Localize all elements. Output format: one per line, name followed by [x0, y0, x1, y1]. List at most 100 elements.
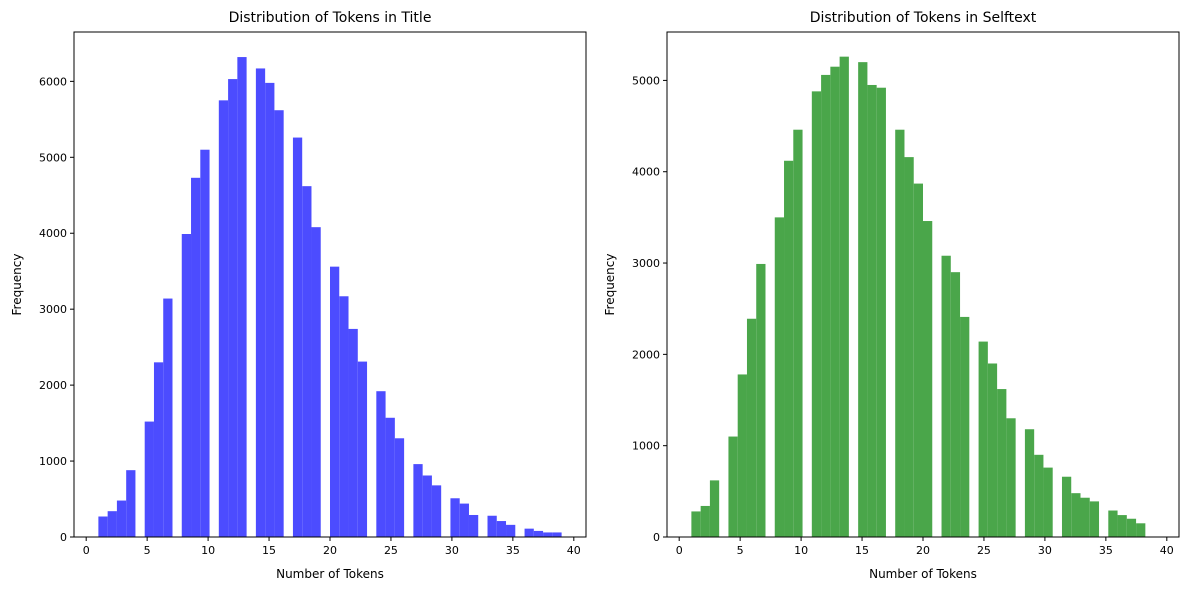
bars	[691, 56, 1146, 538]
histogram-bar	[960, 316, 970, 537]
x-tick-label: 30	[1038, 544, 1052, 557]
histogram-bar	[348, 328, 358, 537]
histogram-bar	[116, 500, 127, 537]
histogram-bar	[376, 391, 386, 537]
histogram-bar	[218, 100, 229, 537]
x-tick-label: 15	[262, 544, 276, 557]
histogram-bar	[487, 515, 497, 537]
y-tick-label: 1000	[632, 440, 660, 453]
histogram-bar	[265, 82, 275, 537]
histogram-bar	[774, 217, 785, 537]
x-tick-label: 0	[83, 544, 90, 557]
x-tick-label: 10	[201, 544, 215, 557]
histogram-bar	[904, 157, 914, 538]
y-axis-label: Frequency	[603, 254, 617, 316]
histogram-bar	[1071, 493, 1081, 537]
y-tick-label: 3000	[39, 303, 67, 316]
x-tick-label: 10	[794, 544, 808, 557]
histogram-bar	[1006, 418, 1016, 537]
histogram-bar	[496, 521, 507, 537]
y-tick-label: 3000	[632, 257, 660, 270]
histogram-bar	[1136, 523, 1146, 537]
title-histogram-panel: Distribution of Tokens in Title Number o…	[10, 10, 587, 581]
histogram-bar	[1117, 515, 1127, 537]
histogram-bar	[784, 160, 794, 537]
x-tick-label: 20	[323, 544, 337, 557]
histogram-bar	[821, 74, 831, 538]
histogram-bar	[191, 177, 201, 538]
histogram-bar	[330, 266, 340, 537]
x-axis-label: Number of Tokens	[276, 567, 384, 581]
histogram-bar	[941, 255, 951, 538]
histogram-bar	[163, 298, 173, 537]
bars	[98, 57, 562, 538]
x-tick-label: 35	[506, 544, 520, 557]
histogram-bar	[876, 87, 886, 538]
histogram-bar	[237, 57, 247, 538]
histogram-bar	[524, 528, 534, 537]
histogram-bar	[292, 137, 303, 537]
histogram-bar	[923, 221, 933, 537]
histogram-bar	[311, 227, 321, 538]
histogram-bar	[839, 56, 849, 537]
selftext-histogram-panel: Distribution of Tokens in Selftext Numbe…	[603, 10, 1180, 581]
histogram-bar	[830, 66, 840, 537]
x-tick-label: 40	[567, 544, 581, 557]
histogram-bar	[533, 530, 544, 537]
ticks: 0 5 10 15 20 25 30 35 40 0 1000 2000 3000 4000 5000 600…	[39, 75, 581, 557]
histogram-bar	[200, 149, 210, 537]
histogram-bar	[302, 186, 312, 537]
histogram-bar	[1089, 501, 1100, 537]
histogram-bar	[357, 361, 368, 537]
histogram-bar	[181, 234, 192, 537]
histogram-bar	[1080, 497, 1090, 537]
y-tick-label: 5000	[632, 74, 660, 87]
y-tick-label: 4000	[632, 166, 660, 179]
histogram-bar	[987, 363, 998, 537]
histogram-bar	[737, 374, 747, 537]
plot-frame	[73, 31, 587, 538]
histogram-bar	[385, 417, 395, 537]
y-tick-label: 6000	[39, 75, 67, 88]
histogram-bar	[997, 389, 1007, 537]
histogram-bar	[950, 272, 961, 537]
x-tick-label: 40	[1160, 544, 1174, 557]
histogram-bar	[858, 62, 868, 537]
histogram-bar	[339, 296, 349, 537]
histogram-bar	[255, 68, 266, 537]
histogram-bar	[913, 183, 923, 537]
histogram-bar	[394, 438, 405, 537]
histogram-bar	[746, 318, 757, 537]
x-tick-label: 30	[445, 544, 459, 557]
histogram-bar	[431, 485, 442, 537]
histogram-bar	[811, 91, 822, 538]
histogram-bar	[459, 503, 469, 537]
histogram-bar	[422, 475, 432, 537]
x-tick-label: 25	[977, 544, 991, 557]
histogram-bar	[756, 263, 766, 537]
y-tick-label: 2000	[39, 379, 67, 392]
histogram-bar	[867, 84, 877, 537]
y-tick-label: 1000	[39, 455, 67, 468]
histogram-bar	[98, 516, 108, 537]
histogram-bar	[709, 480, 720, 537]
y-axis-label: Frequency	[10, 254, 24, 316]
histogram-bar	[1043, 467, 1053, 537]
chart-title: Distribution of Tokens in Selftext	[810, 10, 1037, 26]
x-tick-label: 20	[916, 544, 930, 557]
x-tick-label: 35	[1099, 544, 1113, 557]
x-axis-label: Number of Tokens	[869, 567, 977, 581]
y-tick-label: 2000	[632, 348, 660, 361]
histogram-bar	[1061, 476, 1072, 537]
histogram-bar	[895, 129, 905, 537]
histogram-bar	[153, 362, 164, 537]
x-tick-label: 0	[676, 544, 683, 557]
y-tick-label: 0	[60, 531, 67, 544]
histogram-bar	[978, 341, 988, 537]
histogram-bar	[543, 532, 553, 537]
histogram-bar	[1108, 510, 1118, 537]
histogram-bar	[728, 436, 738, 537]
histogram-bar	[691, 511, 701, 537]
histogram-bar	[126, 470, 136, 537]
